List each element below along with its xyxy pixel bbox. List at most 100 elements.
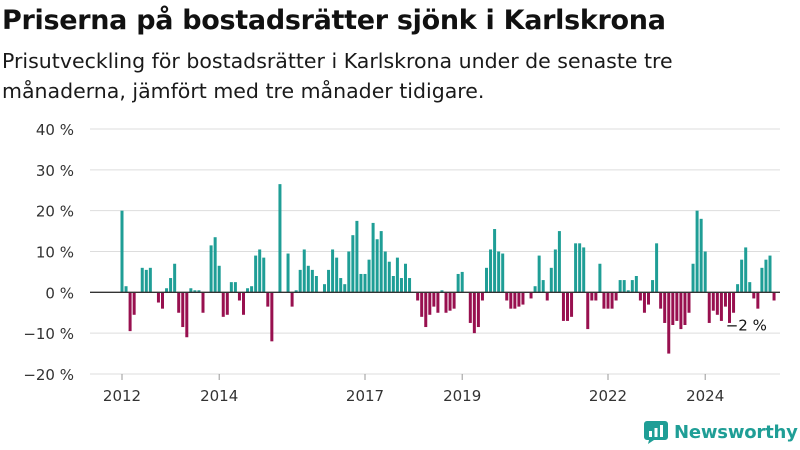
bar [213,237,217,293]
bar [748,282,752,293]
bar [432,292,436,307]
bar [363,273,367,293]
bar [359,273,363,293]
bar [509,292,513,309]
bar [561,292,565,321]
bar [314,276,318,293]
x-tick-label: 2014 [200,387,238,405]
bar [675,292,679,321]
bar [557,231,561,293]
bar [395,257,399,293]
y-tick-label: −10 % [23,325,74,343]
bar [663,292,667,323]
bar [582,247,586,293]
bar [339,278,343,293]
bar [404,263,407,293]
bar [302,249,306,293]
bar [387,261,391,293]
bar [367,259,371,293]
bar [618,280,622,293]
bar [476,292,480,328]
bar [638,292,642,301]
bar [493,229,497,293]
bar [651,280,655,293]
bar [140,267,144,293]
x-tick-label: 2017 [346,387,384,405]
bar [177,292,181,313]
y-tick-label: 40 % [36,121,74,139]
y-tick-label: −20 % [23,366,74,384]
bar [719,292,723,321]
bar [343,284,347,293]
bar [736,284,740,293]
bar [691,263,695,293]
bar [424,292,428,328]
bar [537,255,541,293]
bar [549,267,553,293]
bar [270,292,274,342]
bar [355,220,359,293]
bar [399,278,403,293]
bar [310,269,314,293]
bar [209,245,213,293]
bar [622,280,626,293]
bar [574,243,578,293]
bar [606,292,610,309]
bar [578,243,582,293]
bar [740,259,744,293]
bar [448,292,452,311]
bar [610,292,614,309]
bar [217,265,221,293]
bar [764,259,768,293]
bar [553,249,557,293]
bar [541,280,545,293]
bar [294,290,298,293]
bar [570,292,574,317]
bar [371,222,375,293]
y-tick-label: 10 % [36,244,74,262]
bar [630,280,634,293]
bar [634,276,638,293]
bar [655,243,659,293]
bar [323,284,326,293]
bar [375,239,379,293]
bar [225,292,229,315]
bar [642,292,646,313]
bar [594,292,598,301]
x-tick-label: 2012 [103,387,141,405]
bar [444,292,448,313]
bar [335,257,339,293]
bar [436,292,440,313]
bar [699,218,703,293]
bar [298,269,302,293]
bar [229,282,233,293]
bar [132,292,136,315]
bar [452,292,456,309]
bar [148,267,152,293]
bar [189,288,193,293]
y-tick-label: 20 % [36,203,74,221]
newsworthy-logo: Newsworthy [643,419,798,445]
bar [233,282,237,293]
bar [221,292,225,317]
bar [695,210,699,293]
bar [181,292,185,328]
bar [351,235,355,293]
bar [144,269,148,293]
bar [201,292,205,313]
bar [659,292,663,309]
bar [169,278,173,293]
bar [768,255,772,293]
bar [667,292,671,354]
chart-subtitle: Prisutveckling för bostadsrätter i Karls… [2,49,673,103]
bar [752,292,756,299]
bar [306,265,310,293]
bar [598,263,602,293]
bar [379,231,383,293]
bar [715,292,719,315]
bar [120,210,124,293]
bar [165,288,169,293]
bar [566,292,569,321]
bar [711,292,715,311]
x-tick-label: 2019 [443,387,481,405]
